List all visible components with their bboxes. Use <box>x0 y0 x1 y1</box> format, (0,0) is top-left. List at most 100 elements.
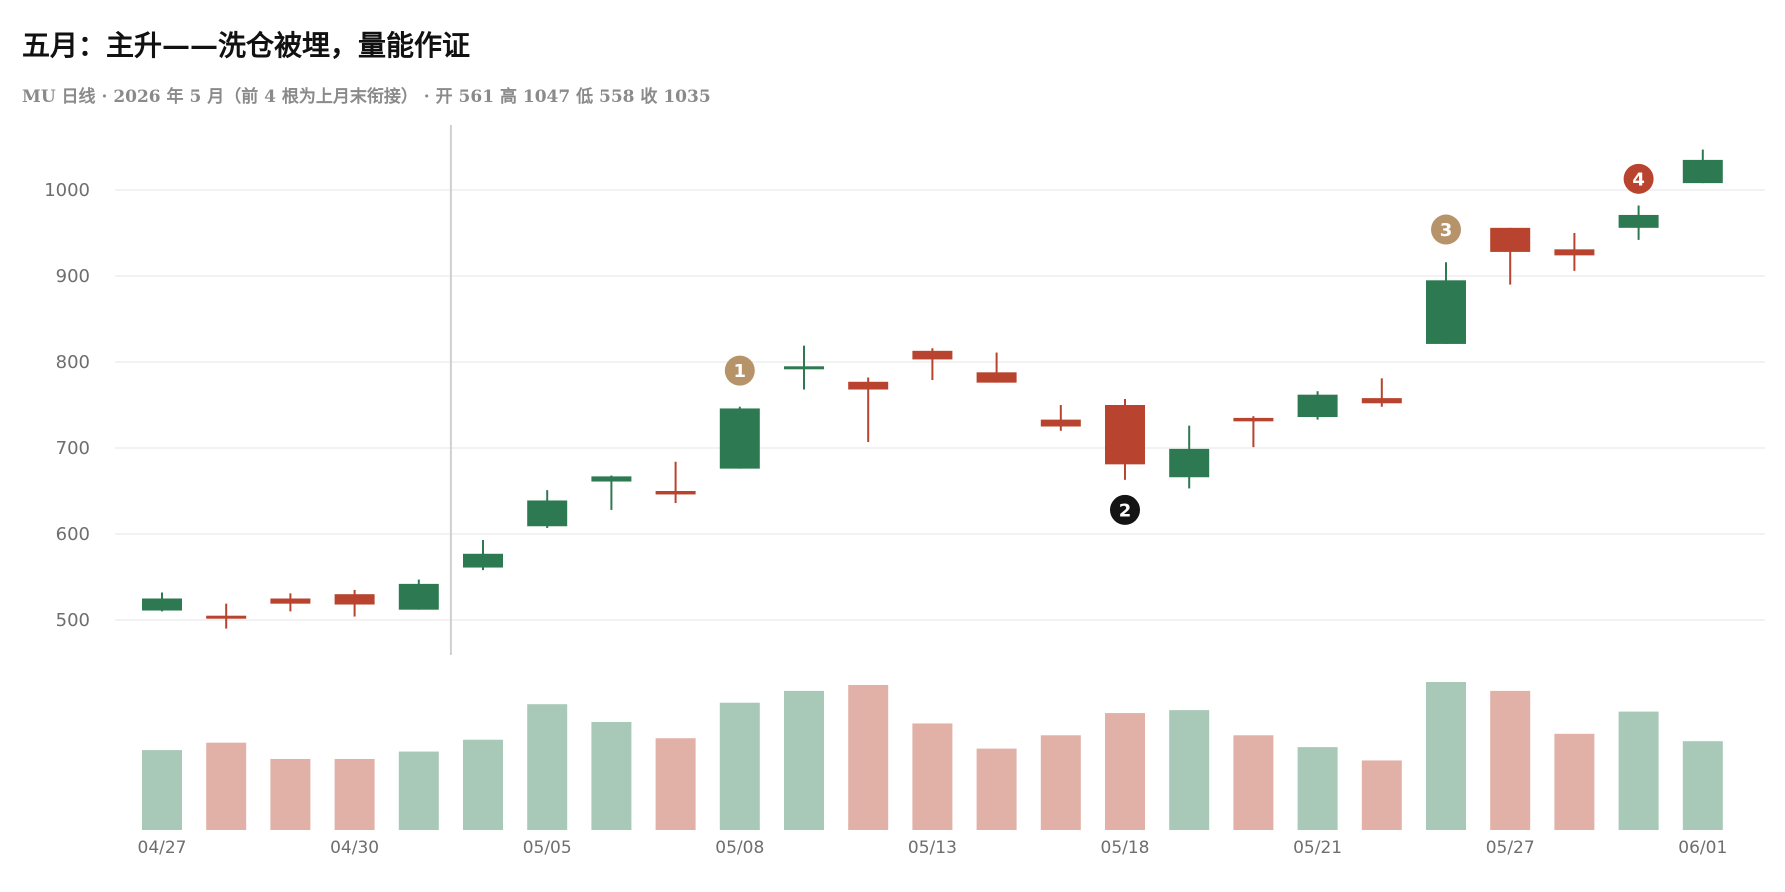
marker-circle <box>1623 163 1654 194</box>
marker-label: 1 <box>734 361 747 382</box>
volume-bar <box>463 739 503 830</box>
candle <box>719 406 760 469</box>
candle-body <box>976 372 1017 383</box>
candle <box>1426 262 1466 344</box>
volume-bar <box>527 704 568 830</box>
volume-bar <box>591 721 632 830</box>
candle <box>1233 416 1274 448</box>
candle <box>398 579 439 610</box>
candle-body <box>1554 249 1595 256</box>
x-tick-label: 05/21 <box>1293 838 1342 858</box>
candle-body <box>591 476 632 482</box>
candle <box>848 377 889 442</box>
candle-body <box>1040 419 1081 427</box>
annotation-marker: 2 <box>1110 494 1140 525</box>
marker-circle <box>724 355 755 386</box>
y-tick-label: 800 <box>56 352 90 373</box>
candle-body <box>912 350 953 360</box>
candle <box>1682 149 1723 184</box>
marker-circle <box>1110 494 1140 525</box>
volume-bar <box>1554 733 1595 830</box>
markers-layer: 1 2 3 4 <box>724 163 1654 525</box>
candle-body <box>1682 159 1723 184</box>
candle <box>1554 233 1595 271</box>
chart-title: 五月：主升——洗仓被埋，量能作证 <box>22 29 471 62</box>
x-tick-label: 05/05 <box>523 838 572 858</box>
volume-bar <box>142 750 182 830</box>
candle-body <box>1105 405 1145 465</box>
candle <box>527 490 568 528</box>
candle-body <box>270 598 311 604</box>
volume-bar <box>1169 710 1210 830</box>
candle-body <box>527 500 568 527</box>
volume-bar <box>1426 682 1466 830</box>
candle <box>1169 425 1210 489</box>
candle <box>142 592 182 612</box>
x-tick-label: 05/08 <box>715 838 764 858</box>
y-axis-ticks: 500 600 700 800 900 1000 <box>44 180 90 631</box>
annotation-marker: 1 <box>724 355 755 386</box>
candle-body <box>1618 214 1659 228</box>
candle <box>912 348 953 381</box>
y-tick-label: 700 <box>56 438 90 459</box>
candle <box>976 352 1017 383</box>
candle-body <box>1297 394 1338 418</box>
volume-bar <box>1682 741 1723 830</box>
marker-label: 3 <box>1440 220 1453 241</box>
candle-body <box>655 491 696 495</box>
x-tick-label: 05/27 <box>1486 838 1535 858</box>
volume-bar <box>206 742 247 830</box>
candle <box>1297 391 1338 420</box>
candle <box>463 540 503 571</box>
candle <box>1105 398 1145 480</box>
volume-bar <box>912 723 953 830</box>
volume-bar <box>1618 711 1659 830</box>
x-tick-label: 04/27 <box>138 838 187 858</box>
grid-layer <box>115 189 1765 621</box>
volume-bar <box>655 738 696 830</box>
candle-body <box>848 381 889 390</box>
candle <box>1040 405 1081 431</box>
volume-bar <box>976 748 1017 830</box>
chart-subtitle: MU 日线 · 2026 年 5 月（前 4 根为上月末衔接） · 开 561 … <box>22 87 711 107</box>
candle-body <box>784 366 824 370</box>
volume-bar <box>719 702 760 830</box>
candle <box>591 475 632 510</box>
x-tick-label: 05/13 <box>908 838 957 858</box>
volume-bar <box>398 751 439 830</box>
x-tick-label: 06/01 <box>1678 838 1727 858</box>
y-tick-label: 1000 <box>44 180 90 201</box>
y-tick-label: 600 <box>56 524 90 545</box>
volume-bar <box>784 690 824 830</box>
volume-bar <box>1040 735 1081 830</box>
y-tick-label: 900 <box>56 266 90 287</box>
annotation-marker: 4 <box>1623 163 1654 194</box>
volume-bar <box>334 758 375 830</box>
candle <box>334 589 375 617</box>
x-tick-label: 05/18 <box>1101 838 1150 858</box>
volume-bar <box>1105 713 1145 830</box>
candle-body <box>1490 227 1531 252</box>
x-tick-label: 04/30 <box>330 838 379 858</box>
candle-body <box>463 553 503 568</box>
candles-layer <box>142 149 1723 629</box>
candle-body <box>206 615 247 619</box>
volume-bar <box>848 684 889 830</box>
candle-body <box>1361 398 1402 404</box>
candle-body <box>719 408 760 469</box>
marker-circle <box>1431 214 1461 245</box>
volume-bar <box>1361 760 1402 830</box>
marker-label: 2 <box>1119 500 1132 521</box>
candle <box>784 345 824 390</box>
annotation-marker: 3 <box>1431 214 1461 245</box>
candle <box>655 461 696 504</box>
volume-bar <box>1233 735 1274 830</box>
candle-body <box>1233 417 1274 422</box>
candle <box>270 593 311 612</box>
candle <box>1618 205 1659 240</box>
candle-body <box>142 598 182 611</box>
volume-layer <box>142 682 1723 830</box>
candle <box>1490 227 1531 285</box>
candle-body <box>398 583 439 610</box>
